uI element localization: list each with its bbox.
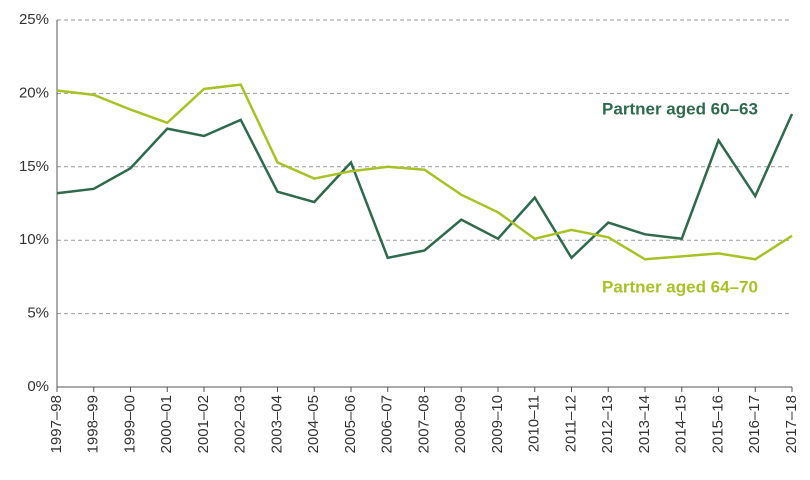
x-tick-label: 2012–13 (599, 395, 616, 453)
x-tick-label: 2015–16 (709, 395, 726, 453)
x-tick-label: 2017–18 (783, 395, 800, 453)
x-tick-label: 2008–09 (452, 395, 469, 453)
series-label: Partner aged 60–63 (602, 99, 758, 118)
series-label: Partner aged 64–70 (602, 277, 758, 296)
line-series (56, 113, 794, 260)
x-tick-label: 2013–14 (636, 395, 653, 453)
y-tick-label: 0% (27, 378, 49, 395)
line-series (56, 83, 793, 261)
y-tick-label: 10% (19, 231, 49, 248)
x-tick-label: 2005–06 (342, 395, 359, 453)
y-tick-label: 5% (27, 305, 49, 322)
y-tick-label: 15% (19, 158, 49, 175)
x-tick-label: 2000–01 (158, 395, 175, 453)
x-tick-label: 2014–15 (673, 395, 690, 453)
x-tick-label: 2016–17 (746, 395, 763, 453)
x-tick-label: 2007–08 (415, 395, 432, 453)
x-tick-label: 2009–10 (489, 395, 506, 453)
x-tick-label: 1998–99 (85, 395, 102, 453)
x-tick-label: 2011–12 (562, 395, 579, 452)
x-tick-label: 2010–11 (526, 395, 543, 452)
x-tick-label: 2001–02 (195, 395, 212, 453)
x-tick-label: 2003–04 (268, 395, 285, 453)
y-tick-label: 20% (19, 84, 49, 101)
x-tick-label: 1999–00 (121, 395, 138, 453)
x-tick-label: 1997–98 (48, 395, 65, 453)
y-tick-label: 25% (19, 11, 49, 28)
x-tick-label: 2004–05 (305, 395, 322, 453)
x-tick-label: 2006–07 (379, 395, 396, 453)
x-tick-label: 2002–03 (232, 395, 249, 453)
